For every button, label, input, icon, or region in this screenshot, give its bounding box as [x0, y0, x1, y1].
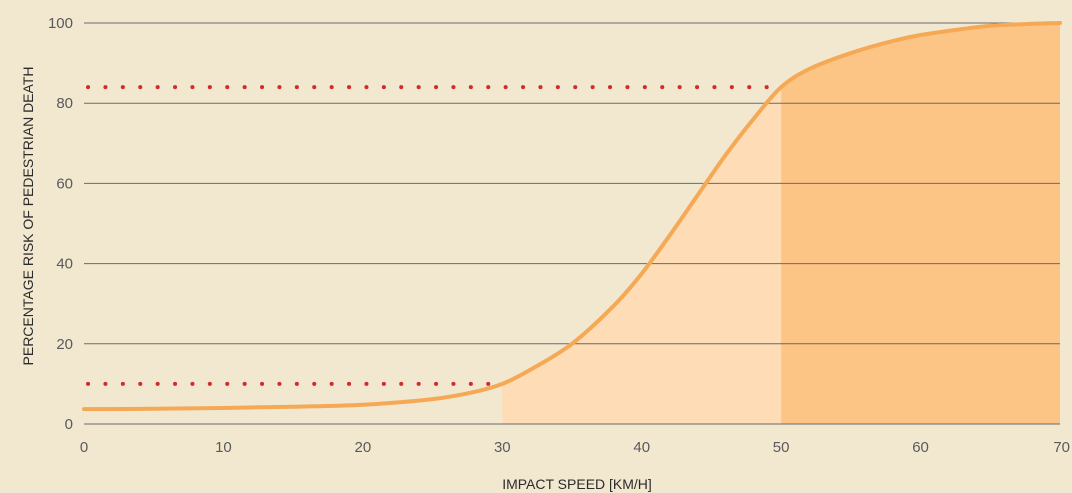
y-tick-100: 100	[48, 15, 73, 32]
x-tick-labels: 0 10 20 30 40 50 60 70	[80, 439, 1070, 456]
x-tick-20: 20	[355, 439, 372, 456]
shaded-region-1	[502, 87, 782, 424]
shaded-regions	[502, 23, 1060, 424]
risk-curve	[82, 21, 1062, 412]
y-tick-20: 20	[56, 336, 73, 353]
gridlines	[84, 22, 1060, 425]
y-tick-60: 60	[56, 175, 73, 192]
x-tick-30: 30	[494, 439, 511, 456]
reference-lines	[86, 85, 780, 386]
shaded-region-2	[781, 23, 1060, 424]
x-axis-label: IMPACT SPEED [KM/H]	[502, 476, 652, 492]
y-tick-40: 40	[56, 256, 73, 273]
x-tick-0: 0	[80, 439, 88, 456]
x-tick-40: 40	[633, 439, 650, 456]
y-tick-labels: 0 20 40 60 80 100	[48, 15, 73, 433]
y-tick-80: 80	[56, 95, 73, 112]
y-tick-0: 0	[65, 416, 73, 433]
x-tick-50: 50	[773, 439, 790, 456]
x-tick-60: 60	[912, 439, 929, 456]
y-axis-label: PERCENTAGE RISK OF PEDESTRIAN DEATH	[20, 67, 36, 366]
x-tick-10: 10	[215, 439, 232, 456]
x-tick-70: 70	[1053, 439, 1070, 456]
curve-layer	[82, 21, 1062, 412]
